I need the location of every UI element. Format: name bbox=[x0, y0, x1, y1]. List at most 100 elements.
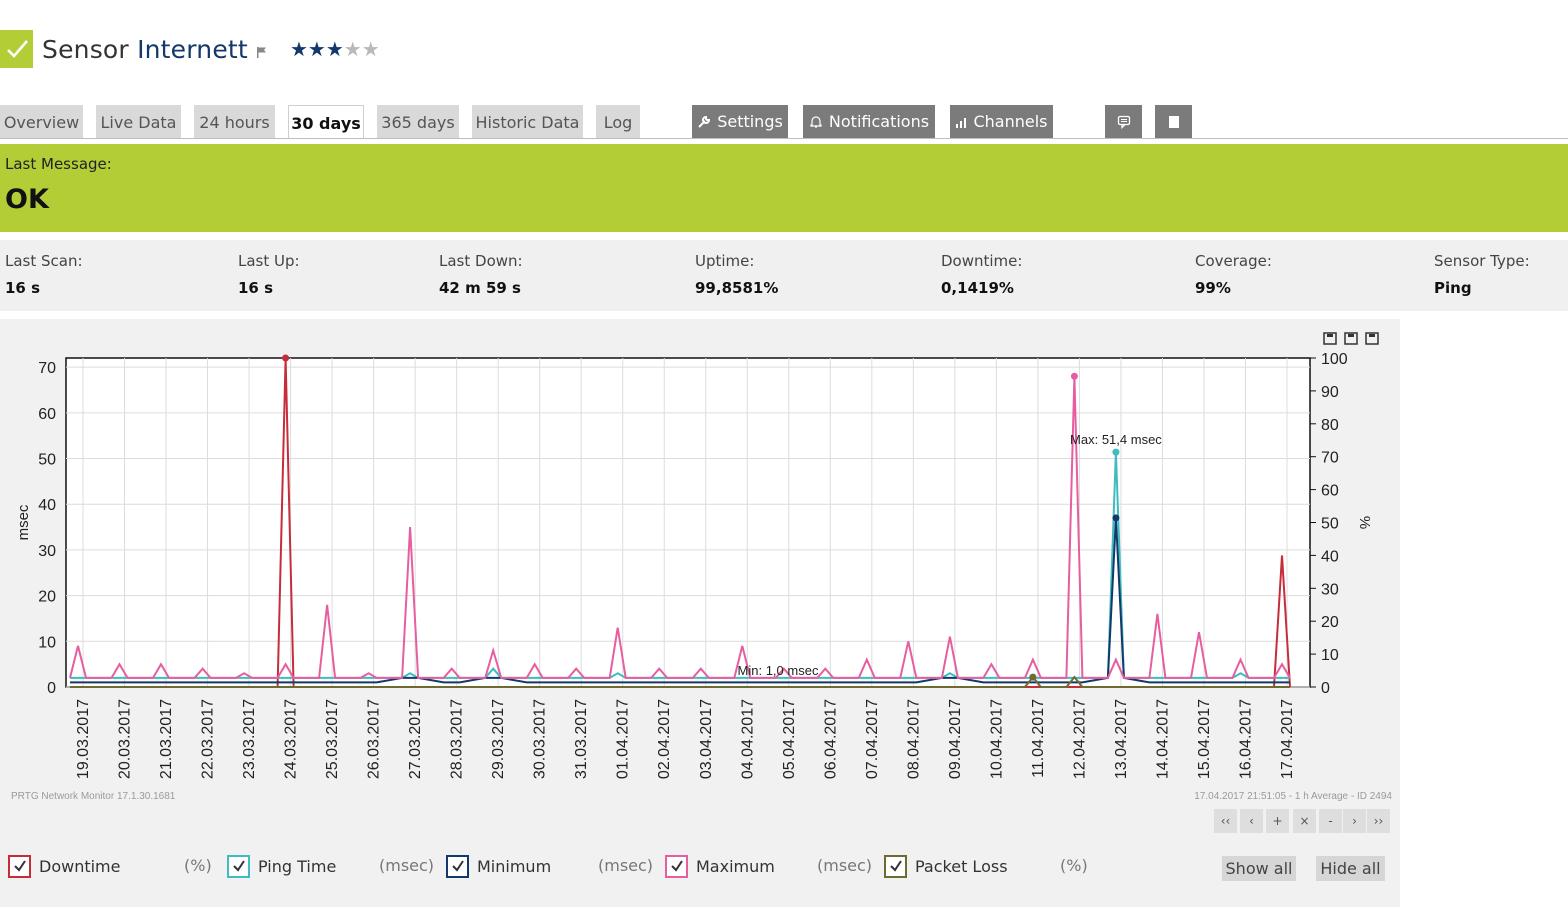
tab-365-days[interactable]: 365 days bbox=[377, 105, 459, 139]
y2-tick-label: 90 bbox=[1321, 384, 1339, 401]
star-icon[interactable]: ★ bbox=[325, 37, 344, 61]
star-icon[interactable]: ★ bbox=[307, 37, 326, 61]
tab-log[interactable]: Log bbox=[596, 105, 640, 139]
x-tick-label: 10.04.2017 bbox=[988, 699, 1005, 779]
graph-nav-button[interactable]: › bbox=[1343, 809, 1366, 833]
tab-24-hours[interactable]: 24 hours bbox=[194, 105, 275, 139]
graph-nav-button[interactable]: × bbox=[1293, 809, 1316, 833]
x-tick-label: 08.04.2017 bbox=[905, 699, 922, 779]
priority-stars[interactable]: ★★★★★ bbox=[290, 37, 380, 61]
legend-unit: (msec) bbox=[817, 856, 873, 875]
x-tick-label: 24.03.2017 bbox=[283, 699, 300, 779]
x-tick-label: 02.04.2017 bbox=[656, 699, 673, 779]
sensor-stats: Last Scan: 16 s Last Up: 16 s Last Down: 42… bbox=[0, 240, 1568, 311]
y2-tick-label: 20 bbox=[1321, 614, 1339, 631]
checkbox-icon[interactable] bbox=[665, 854, 688, 878]
x-tick-label: 23.03.2017 bbox=[241, 699, 258, 779]
flag-icon[interactable] bbox=[256, 46, 268, 58]
tab-30-days[interactable]: 30 days bbox=[288, 105, 364, 139]
checkbox-icon[interactable] bbox=[227, 854, 250, 878]
stat-last-up: Last Up: 16 s bbox=[238, 252, 300, 297]
x-tick-label: 03.04.2017 bbox=[698, 699, 715, 779]
peak-marker-packet-loss bbox=[1029, 673, 1037, 681]
tab-live-data[interactable]: Live Data bbox=[96, 105, 181, 139]
show-all-button[interactable]: Show all bbox=[1222, 856, 1296, 881]
star-icon[interactable]: ★ bbox=[343, 37, 362, 61]
x-tick-label: 19.03.2017 bbox=[75, 699, 92, 779]
notifications-label: Notifications bbox=[828, 112, 930, 131]
notifications-button[interactable]: Notifications bbox=[803, 105, 935, 139]
x-tick-label: 20.03.2017 bbox=[117, 699, 134, 779]
y-tick-label: 60 bbox=[38, 406, 56, 423]
stat-key: Sensor Type: bbox=[1434, 252, 1530, 270]
last-message-label: Last Message: bbox=[5, 155, 112, 173]
checkbox-icon[interactable] bbox=[446, 854, 469, 878]
legend-label: Downtime bbox=[39, 856, 121, 876]
series-line-maximum bbox=[69, 376, 1291, 679]
checkbox-icon[interactable] bbox=[884, 854, 907, 878]
max-annotation: Max: 51,4 msec bbox=[1070, 432, 1162, 447]
legend-packet-loss[interactable]: Packet Loss bbox=[884, 854, 1008, 878]
x-tick-label: 07.04.2017 bbox=[864, 699, 881, 779]
legend-downtime[interactable]: Downtime bbox=[8, 854, 120, 878]
comment-button[interactable] bbox=[1105, 105, 1142, 139]
stat-last-down: Last Down: 42 m 59 s bbox=[439, 252, 523, 297]
tab-divider bbox=[0, 138, 1568, 139]
tab-bar: Overview Live Data 24 hours 30 days 365 … bbox=[0, 105, 1568, 141]
y-tick-label: 30 bbox=[38, 543, 56, 560]
peak-marker-downtime bbox=[282, 354, 290, 362]
sensor-name: Internett bbox=[137, 34, 248, 64]
save-icon bbox=[1369, 334, 1375, 337]
last-message-value: OK bbox=[5, 184, 49, 215]
graph-nav-button[interactable]: ‹ bbox=[1240, 809, 1263, 833]
y2-tick-label: 70 bbox=[1321, 450, 1339, 467]
notes-button[interactable] bbox=[1155, 105, 1192, 139]
series-line-packet-loss bbox=[70, 675, 1290, 688]
graph-nav-button[interactable]: ‹‹ bbox=[1214, 809, 1237, 833]
x-tick-label: 28.03.2017 bbox=[449, 699, 466, 779]
x-tick-label: 29.03.2017 bbox=[490, 699, 507, 779]
stat-value: 42 m 59 s bbox=[439, 279, 521, 297]
star-icon[interactable]: ★ bbox=[289, 37, 308, 61]
stat-sensor-type: Sensor Type: Ping bbox=[1434, 252, 1530, 297]
legend-unit: (%) bbox=[1060, 856, 1088, 875]
star-icon[interactable]: ★ bbox=[361, 37, 380, 61]
wrench-icon bbox=[698, 115, 711, 128]
stat-key: Last Scan: bbox=[5, 252, 83, 270]
bell-icon bbox=[810, 116, 822, 128]
hide-all-button[interactable]: Hide all bbox=[1316, 856, 1385, 881]
footer-version: PRTG Network Monitor 17.1.30.1681 bbox=[11, 791, 176, 802]
stat-key: Last Down: bbox=[439, 252, 523, 270]
x-tick-label: 13.04.2017 bbox=[1113, 699, 1130, 779]
comment-icon bbox=[1117, 115, 1130, 129]
tab-historic-data[interactable]: Historic Data bbox=[472, 105, 583, 139]
y-tick-label: 50 bbox=[38, 452, 56, 469]
peak-marker-minimum bbox=[1112, 514, 1120, 522]
stat-value: 16 s bbox=[238, 279, 274, 297]
legend-label: Minimum bbox=[477, 856, 552, 876]
page-title: Sensor Internett bbox=[42, 35, 248, 64]
settings-button[interactable]: Settings bbox=[692, 105, 788, 139]
x-tick-label: 17.04.2017 bbox=[1279, 699, 1296, 779]
popout-icon bbox=[1323, 332, 1337, 345]
legend-label: Packet Loss bbox=[915, 856, 1008, 876]
stat-key: Last Up: bbox=[238, 252, 300, 270]
legend-unit: (msec) bbox=[598, 856, 654, 875]
tab-overview[interactable]: Overview bbox=[0, 105, 83, 139]
legend-label: Maximum bbox=[696, 856, 775, 876]
y-tick-label: 10 bbox=[38, 634, 56, 651]
channels-button[interactable]: Channels bbox=[950, 105, 1053, 139]
y-axis-title: msec bbox=[15, 504, 32, 540]
checkbox-icon[interactable] bbox=[8, 854, 31, 878]
legend-minimum[interactable]: Minimum bbox=[446, 854, 551, 878]
save-icon bbox=[1344, 332, 1358, 345]
graph-nav-button[interactable]: ›› bbox=[1367, 809, 1390, 833]
title-prefix: Sensor bbox=[42, 34, 129, 64]
graph-nav-button[interactable]: - bbox=[1319, 809, 1342, 833]
stat-key: Uptime: bbox=[695, 252, 755, 270]
legend-maximum[interactable]: Maximum bbox=[665, 854, 775, 878]
legend-ping-time[interactable]: Ping Time bbox=[227, 854, 336, 878]
stat-key: Coverage: bbox=[1195, 252, 1272, 270]
legend-unit: (%) bbox=[184, 856, 212, 875]
graph-nav-button[interactable]: + bbox=[1266, 809, 1289, 833]
